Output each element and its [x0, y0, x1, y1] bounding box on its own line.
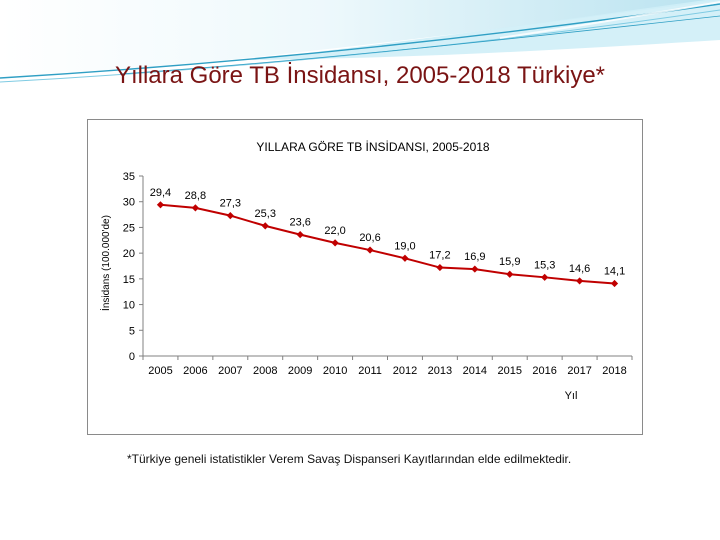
data-point-marker [576, 277, 584, 285]
data-label: 22,0 [324, 225, 345, 237]
data-point-marker [541, 273, 549, 281]
x-tick-label: 2012 [393, 365, 417, 377]
data-label: 27,3 [220, 198, 241, 210]
series-line [160, 203, 615, 285]
y-tick-label: 25 [123, 222, 135, 234]
data-point-marker [296, 231, 304, 239]
footnote: *Türkiye geneli istatistikler Verem Sava… [127, 452, 572, 466]
chart-title: YILLARA GÖRE TB İNSİDANSI, 2005-2018 [256, 140, 490, 154]
data-point-marker [226, 212, 234, 220]
data-label: 20,6 [359, 232, 380, 244]
slide-title: Yıllara Göre TB İnsidansı, 2005-2018 Tür… [114, 62, 606, 89]
series-layer: 29,4 28,8 27,3 25,3 23,6 22,0 20,6 19,0 17,2 16,9… [150, 187, 625, 288]
data-point-marker [366, 246, 374, 254]
x-tick-label: 2017 [567, 365, 591, 377]
x-tick-label: 2018 [602, 365, 626, 377]
data-point-marker [156, 201, 165, 209]
x-tick-label: 2015 [498, 365, 522, 377]
data-label: 15,9 [499, 256, 520, 268]
data-label: 28,8 [185, 190, 206, 202]
x-axis-label: Yıl [565, 390, 578, 402]
data-label: 29,4 [150, 187, 171, 199]
x-tick-label: 2008 [253, 365, 277, 377]
data-point-marker [331, 239, 339, 247]
data-label: 14,6 [569, 263, 590, 275]
y-tick-label: 5 [129, 325, 135, 337]
y-tick-label: 15 [123, 274, 135, 286]
x-tick-label: 2013 [428, 365, 452, 377]
data-label: 17,2 [429, 250, 450, 262]
x-axis-ticks: 2005 2006 2007 2008 2009 2010 2011 2012 2013 2014… [142, 356, 633, 377]
data-label: 16,9 [464, 251, 485, 263]
data-point-marker [261, 222, 269, 230]
data-point-marker [506, 270, 514, 278]
x-tick-label: 2007 [218, 365, 242, 377]
data-label: 19,0 [394, 240, 415, 252]
data-point-marker [436, 263, 444, 272]
x-tick-label: 2005 [148, 365, 172, 377]
data-point-marker [191, 204, 199, 212]
header-wave-decoration [0, 0, 720, 83]
x-tick-label: 2010 [323, 365, 347, 377]
x-tick-label: 2011 [358, 365, 382, 377]
y-tick-label: 20 [123, 248, 135, 260]
x-tick-label: 2009 [288, 365, 312, 377]
y-axis-label: İnsidans (100.000'de) [99, 215, 112, 311]
data-point-marker [610, 279, 619, 288]
y-tick-label: 30 [123, 197, 135, 209]
line-chart: YILLARA GÖRE TB İNSİDANSI, 2005-2018 İns… [99, 140, 633, 402]
y-tick-label: 0 [129, 351, 135, 363]
data-label: 14,1 [604, 265, 625, 277]
data-label: 23,6 [289, 217, 310, 229]
data-label: 25,3 [255, 208, 276, 220]
data-label: 15,3 [534, 259, 555, 271]
chart-frame: YILLARA GÖRE TB İNSİDANSI, 2005-2018 İns… [87, 119, 643, 435]
x-tick-label: 2016 [532, 365, 556, 377]
y-axis-ticks: 0 5 10 15 20 25 30 35 [123, 171, 143, 363]
y-tick-label: 35 [123, 171, 135, 183]
y-tick-label: 10 [123, 300, 135, 312]
x-tick-label: 2006 [183, 365, 207, 377]
x-tick-label: 2014 [463, 365, 487, 377]
data-point-marker [471, 265, 479, 273]
data-point-marker [401, 254, 409, 262]
